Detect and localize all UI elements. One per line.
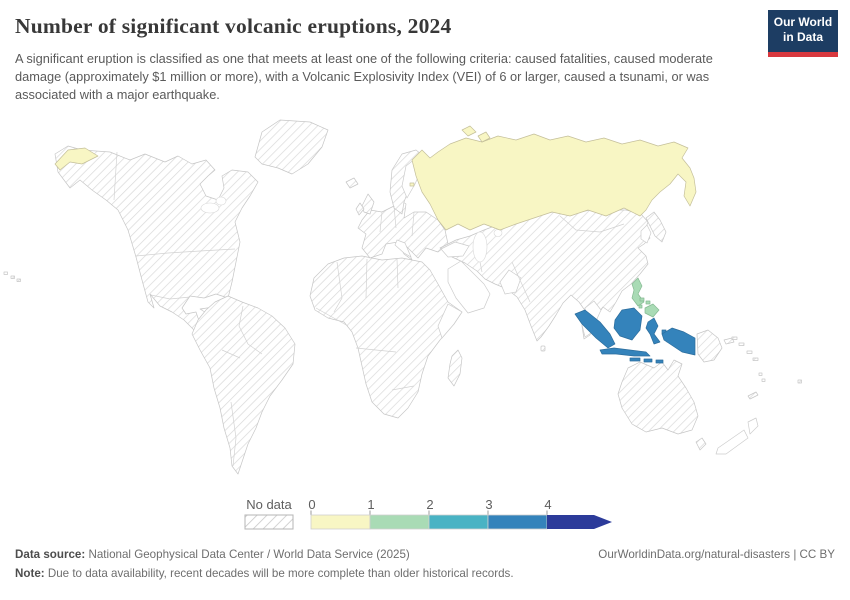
owid-url-link[interactable]: OurWorldinData.org/natural-disasters | C… — [598, 548, 835, 561]
legend-tick-marks — [310, 510, 548, 515]
legend-color-bins[interactable] — [310, 514, 612, 530]
world-map[interactable] — [0, 112, 850, 487]
map-region-philippines[interactable] — [631, 277, 660, 318]
owid-logo-accent-bar — [768, 52, 838, 57]
page-title: Number of significant volcanic eruptions… — [15, 14, 452, 38]
map-region-somalia — [437, 303, 463, 339]
chart-subtitle: A significant eruption is classified as … — [15, 51, 713, 103]
map-legend: No data 0 1 2 3 4 — [244, 497, 612, 530]
legend-tick-2: 2 — [426, 497, 433, 512]
note-text: Due to data availability, recent decades… — [44, 567, 514, 580]
map-region-sulawesi — [645, 317, 661, 345]
map-region-west-papua — [661, 327, 696, 356]
map-region-saudi-arabia — [447, 260, 491, 314]
legend-no-data-swatch[interactable] — [244, 514, 294, 530]
map-region-japan — [645, 211, 667, 243]
owid-logo-line1: Our World — [773, 15, 833, 29]
map-region-papua-new-guinea — [696, 329, 723, 363]
data-source-line: Data source: National Geophysical Data C… — [15, 548, 410, 561]
map-region-russia-chukotka — [54, 147, 99, 171]
map-region-ireland — [355, 202, 365, 216]
map-region-greenland — [254, 119, 329, 175]
legend-bin-1-2 — [369, 514, 430, 530]
map-region-italy — [394, 239, 412, 258]
map-region-korea — [640, 224, 652, 244]
owid-logo[interactable]: Our World in Data — [768, 10, 838, 57]
legend-bin-0-1 — [310, 514, 371, 530]
map-region-iceland — [345, 177, 359, 189]
map-region-new-zealand-north — [747, 417, 759, 435]
note-line: Note: Due to data availability, recent d… — [15, 567, 514, 580]
legend-tick-0: 0 — [308, 497, 315, 512]
map-region-uk — [361, 193, 375, 215]
map-region-kalimantan — [613, 307, 643, 341]
legend-tick-3: 3 — [485, 497, 492, 512]
data-source-label: Data source: — [15, 548, 86, 561]
legend-tick-4: 4 — [544, 497, 551, 512]
country-borders — [113, 151, 625, 467]
map-region-south-america — [191, 295, 296, 475]
note-label: Note: — [15, 567, 45, 580]
owid-logo-line2: in Data — [782, 30, 823, 44]
legend-bin-4-plus — [547, 515, 612, 529]
map-region-madagascar — [447, 349, 463, 387]
legend-no-data-label: No data — [246, 497, 292, 512]
map-region-pakistan — [499, 269, 522, 295]
map-region-tasmania — [695, 437, 707, 451]
map-region-australia — [617, 359, 699, 435]
lakes — [200, 196, 503, 263]
map-region-indonesia[interactable] — [574, 307, 696, 364]
map-region-russia[interactable] — [54, 125, 697, 231]
map-region-new-zealand-south — [715, 429, 749, 455]
legend-bin-2-3 — [428, 514, 489, 530]
map-region-africa — [309, 255, 463, 419]
map-region-russia-kaliningrad — [409, 182, 415, 187]
legend-tick-1: 1 — [367, 497, 374, 512]
legend-bin-3-4 — [487, 514, 548, 530]
map-region-north-america — [54, 145, 259, 353]
map-region-turkey — [440, 241, 470, 258]
map-region-java — [599, 347, 651, 357]
map-region-sumatra — [574, 309, 616, 349]
data-source-text: National Geophysical Data Center / World… — [85, 548, 410, 561]
